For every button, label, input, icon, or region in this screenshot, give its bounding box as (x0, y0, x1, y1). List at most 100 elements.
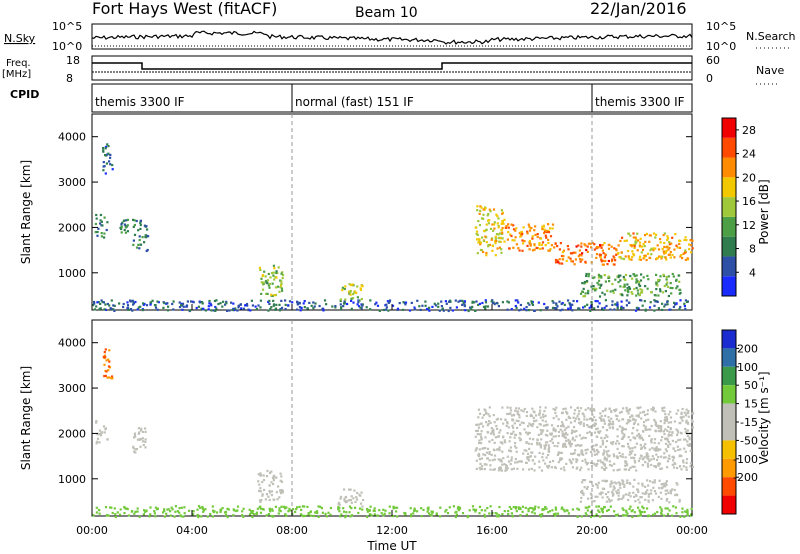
heat-cell (619, 285, 622, 288)
heat-cell (520, 421, 523, 424)
heat-cell (638, 280, 641, 283)
heat-cell (639, 299, 642, 302)
heat-cell (494, 237, 497, 240)
heat-cell (580, 451, 583, 454)
x-tick-label: 16:00 (476, 524, 508, 537)
heat-cell (437, 302, 440, 305)
heat-cell (523, 428, 526, 431)
heat-cell (195, 306, 198, 310)
heat-cell (569, 445, 572, 448)
heat-cell (583, 282, 586, 285)
heat-cell (611, 289, 614, 292)
heat-cell (558, 248, 561, 251)
heat-cell (185, 305, 188, 308)
heat-cell (525, 431, 528, 434)
heat-cell (604, 280, 607, 283)
heat-cell (149, 303, 152, 306)
heat-cell (653, 465, 656, 468)
heat-cell (109, 506, 112, 509)
heat-cell (382, 308, 385, 312)
heat-cell (573, 263, 576, 266)
heat-cell (97, 227, 100, 230)
y-tick-label: 2000 (58, 427, 86, 440)
heat-cell (664, 416, 667, 419)
heat-cell (552, 427, 555, 430)
heat-cell (139, 220, 142, 223)
heat-cell (346, 302, 349, 306)
heat-cell (348, 283, 351, 286)
heat-cell (514, 458, 517, 461)
heat-cell (135, 246, 139, 249)
heat-cell (645, 453, 648, 456)
heat-cell (614, 278, 617, 281)
heat-cell (660, 257, 663, 260)
heat-cell (488, 459, 491, 462)
heat-cell (208, 302, 211, 305)
heat-cell (587, 242, 590, 245)
heat-cell (519, 231, 522, 234)
heat-cell (659, 467, 662, 471)
heat-cell (561, 262, 564, 265)
heat-cell (425, 307, 429, 311)
heat-cell (551, 227, 554, 230)
heat-cell (572, 251, 575, 254)
heat-cell (324, 512, 327, 515)
heat-cell (649, 249, 652, 252)
power-colorbar-tick-label: 12 (742, 219, 756, 232)
heat-cell (428, 306, 431, 309)
heat-cell (269, 276, 272, 279)
heat-cell (519, 308, 523, 311)
heat-cell (137, 243, 140, 246)
heat-cell (611, 494, 614, 497)
heat-cell (476, 209, 479, 212)
heat-cell (280, 489, 284, 492)
heat-cell (268, 302, 271, 305)
heat-cell (350, 299, 353, 302)
heat-cell (542, 413, 545, 416)
heat-cell (494, 512, 497, 515)
heat-cell (395, 510, 398, 513)
heat-cell (600, 418, 603, 421)
heat-cell (622, 494, 625, 497)
heat-cell (664, 456, 667, 459)
heat-cell (594, 300, 597, 303)
heat-cell (647, 465, 650, 468)
heat-cell (139, 305, 142, 308)
heat-cell (656, 284, 659, 287)
heat-cell (553, 466, 557, 469)
heat-cell (590, 432, 593, 435)
x-tick-label: 00:00 (676, 524, 708, 537)
heat-cell (636, 434, 639, 437)
heat-cell (144, 427, 147, 430)
heat-cell (475, 467, 478, 470)
heat-cell (200, 301, 204, 304)
heat-cell (133, 432, 136, 435)
heat-cell (612, 441, 615, 444)
heat-cell (482, 453, 485, 456)
heat-cell (665, 249, 668, 252)
heat-cell (262, 474, 265, 477)
heat-cell (133, 233, 137, 236)
heat-cell (143, 302, 146, 306)
heat-cell (301, 505, 304, 508)
heat-cell (689, 251, 693, 254)
heat-cell (102, 161, 105, 164)
heat-cell (547, 448, 550, 451)
heat-cell (106, 438, 109, 441)
heat-cell (514, 433, 517, 436)
heat-cell (530, 467, 533, 470)
heat-cell (641, 482, 644, 485)
heat-cell (136, 507, 139, 510)
heat-cell (685, 468, 688, 471)
heat-cell (339, 299, 342, 303)
power-panel-frame (91, 113, 693, 311)
heat-cell (232, 514, 235, 517)
heat-cell (542, 424, 545, 427)
heat-cell (515, 306, 518, 309)
heat-cell (564, 445, 568, 448)
heat-cell (491, 459, 494, 462)
heat-cell (261, 274, 265, 277)
heat-cell (599, 515, 602, 518)
heat-cell (295, 508, 298, 511)
heat-cell (180, 506, 183, 509)
